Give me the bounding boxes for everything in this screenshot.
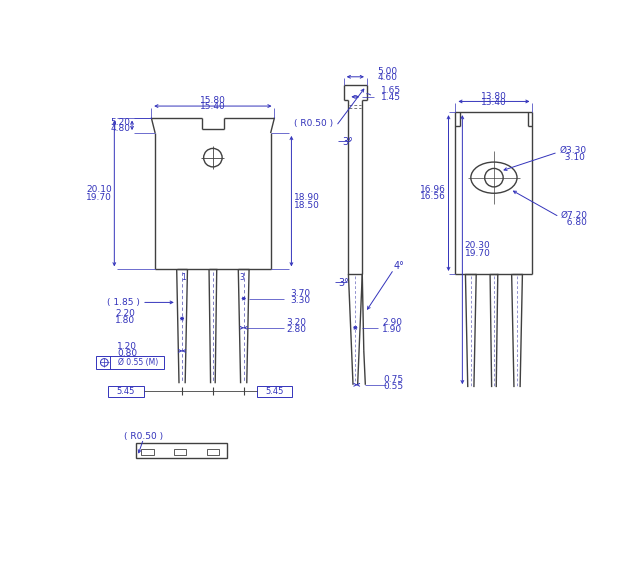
Text: 0.80: 0.80: [117, 348, 138, 358]
Text: 20.10: 20.10: [86, 185, 112, 194]
Text: 5.00: 5.00: [377, 67, 398, 76]
Text: 3.20: 3.20: [286, 318, 306, 327]
Text: ( R0.50 ): ( R0.50 ): [124, 432, 163, 441]
Text: 1.65: 1.65: [381, 86, 401, 95]
Text: 19.70: 19.70: [86, 193, 112, 202]
Text: 2.90: 2.90: [383, 318, 403, 327]
Text: 18.50: 18.50: [294, 200, 320, 209]
Text: 1.45: 1.45: [381, 93, 401, 102]
Text: ( R0.50 ): ( R0.50 ): [294, 119, 333, 128]
Text: 16.96: 16.96: [419, 185, 446, 194]
Text: 18.90: 18.90: [294, 193, 320, 202]
Text: 3°: 3°: [338, 278, 349, 288]
Bar: [108, 386, 143, 397]
Text: 3.70: 3.70: [290, 289, 310, 298]
Text: 13.40: 13.40: [481, 98, 507, 107]
Text: 6.80: 6.80: [561, 218, 587, 227]
Text: 1.90: 1.90: [382, 325, 403, 334]
Bar: [206, 449, 219, 455]
Text: 0.75: 0.75: [384, 375, 404, 384]
Text: Ø3.30: Ø3.30: [559, 146, 586, 155]
Bar: [257, 386, 292, 397]
Text: 4°: 4°: [394, 261, 404, 271]
Text: 0.55: 0.55: [384, 382, 404, 391]
Text: 4.60: 4.60: [377, 73, 397, 82]
Text: 2.20: 2.20: [115, 310, 135, 319]
Text: 15.80: 15.80: [200, 96, 226, 105]
Text: 5.45: 5.45: [116, 387, 135, 396]
Text: 3: 3: [239, 272, 244, 282]
Text: 5.20: 5.20: [111, 118, 131, 127]
Text: 1.80: 1.80: [115, 316, 135, 325]
Bar: [174, 449, 186, 455]
Text: 15.40: 15.40: [200, 102, 226, 111]
Text: 5.45: 5.45: [266, 387, 284, 396]
Text: 13.80: 13.80: [481, 92, 507, 101]
Text: 4.80: 4.80: [111, 124, 131, 133]
Bar: [141, 449, 154, 455]
Text: 1: 1: [181, 272, 186, 282]
Text: 16.56: 16.56: [419, 193, 446, 202]
Text: 19.70: 19.70: [465, 249, 491, 258]
Text: 2.80: 2.80: [286, 325, 306, 334]
Text: Ø 0.55 (M): Ø 0.55 (M): [118, 358, 158, 367]
Text: Ø7.20: Ø7.20: [561, 211, 588, 220]
Text: 1.20: 1.20: [118, 342, 138, 351]
Text: 3.10: 3.10: [559, 153, 585, 162]
Bar: [136, 443, 227, 458]
Text: 20.30: 20.30: [465, 242, 491, 251]
Text: 3.30: 3.30: [290, 296, 310, 305]
Bar: [96, 356, 163, 369]
Text: ( 1.85 ): ( 1.85 ): [107, 298, 140, 307]
Text: 3°: 3°: [342, 137, 353, 148]
